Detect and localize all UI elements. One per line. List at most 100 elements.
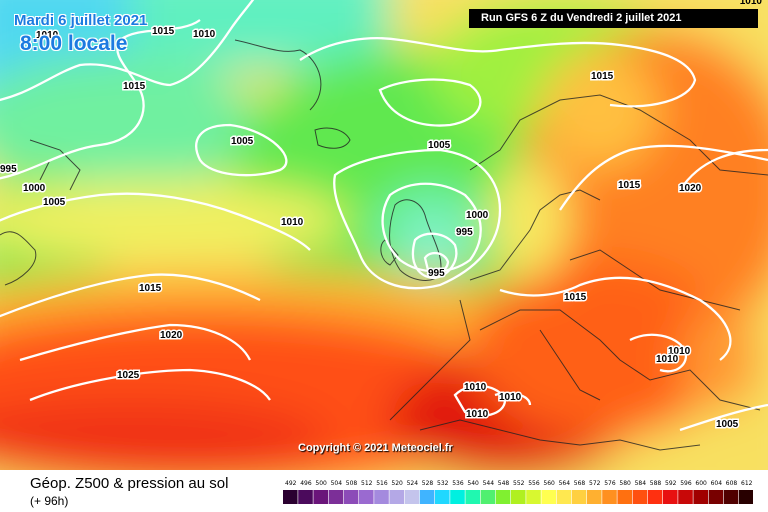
isobar-label: 1010: [499, 392, 522, 403]
scale-tick-label: 492: [285, 480, 297, 487]
scale-swatch: [359, 490, 374, 504]
scale-tick-label: 516: [376, 480, 388, 487]
scale-swatch: [708, 490, 724, 504]
scale-swatch: [678, 490, 693, 504]
scale-tick-label: 496: [300, 480, 312, 487]
scale-tick-label: 580: [619, 480, 631, 487]
scale-tick-label: 600: [695, 480, 707, 487]
scale-tick-label: 540: [467, 480, 479, 487]
isobar-label: 1015: [152, 26, 175, 37]
isobar-label: 1020: [160, 330, 183, 341]
isobar-label: 1010: [281, 217, 304, 228]
scale-tick-label: 532: [437, 480, 449, 487]
scale-tick-label: 504: [331, 480, 343, 487]
isobar-label: 1005: [231, 136, 254, 147]
isobars: [0, 0, 768, 430]
scale-tick-label: 588: [650, 480, 662, 487]
lead-time: (+ 96h): [30, 494, 69, 508]
scale-swatch: [465, 490, 480, 504]
scale-swatch: [556, 490, 572, 504]
scale-swatch: [541, 490, 556, 504]
isobar-label: 1010: [668, 346, 691, 357]
scale-swatch: [739, 490, 753, 504]
isobar-label: 1015: [591, 71, 614, 82]
scale-swatch: [723, 490, 739, 504]
isobar-label: 1010: [36, 30, 59, 41]
scale-swatch: [663, 490, 678, 504]
isobar-label: 1005: [716, 419, 739, 430]
scale-tick-label: 520: [391, 480, 403, 487]
corner-isobar-label: 1010: [739, 0, 762, 7]
scale-swatch: [343, 490, 359, 504]
scale-tick-label: 612: [741, 480, 753, 487]
scale-swatch: [602, 490, 617, 504]
isobar-label: 995: [456, 227, 473, 238]
isobar-label: 1010: [193, 29, 216, 40]
scale-swatch: [693, 490, 708, 504]
scale-swatch: [374, 490, 389, 504]
scale-tick-label: 556: [528, 480, 540, 487]
scale-swatch: [419, 490, 435, 504]
isobar-label: 1020: [679, 183, 702, 194]
scale-tick-label: 576: [604, 480, 616, 487]
isobar-label: 1015: [123, 81, 146, 92]
scale-tick-label: 544: [483, 480, 495, 487]
copyright: Copyright © 2021 Meteociel.fr: [298, 442, 453, 454]
weather-map: 1010 1015 1010 1015 995 1000 1005 1005 1…: [0, 0, 768, 470]
isobar-label: 1005: [43, 197, 66, 208]
scale-swatch: [298, 490, 313, 504]
scale-swatch: [632, 490, 648, 504]
isobar-label: 1005: [428, 140, 451, 151]
scale-swatch: [328, 490, 344, 504]
scale-swatch: [617, 490, 632, 504]
z500-pressure-map: 1010 1015 1010 1015 995 1000 1005 1005 1…: [0, 0, 768, 470]
scale-swatch: [450, 490, 465, 504]
scale-tick-label: 568: [574, 480, 586, 487]
scale-swatch: [526, 490, 541, 504]
scale-swatch: [389, 490, 404, 504]
scale-tick-label: 548: [498, 480, 510, 487]
legend-title: Géop. Z500 & pression au sol: [30, 475, 229, 492]
scale-swatch: [435, 490, 450, 504]
valid-date: Mardi 6 juillet 2021: [14, 12, 148, 29]
scale-tick-label: 604: [711, 480, 723, 487]
legend-footer: Géop. Z500 & pression au sol (+ 96h) 492…: [0, 470, 768, 512]
scale-tick-label: 596: [680, 480, 692, 487]
isobar-label: 1010: [656, 354, 679, 365]
geopotential-shading: [0, 0, 768, 470]
scale-swatch: [313, 490, 328, 504]
scale-swatch: [495, 490, 511, 504]
scale-swatch: [571, 490, 587, 504]
run-info: Run GFS 6 Z du Vendredi 2 juillet 2021: [469, 9, 758, 28]
scale-tick-label: 608: [726, 480, 738, 487]
isobar-label: 1010: [464, 382, 487, 393]
isobar-label: 1025: [117, 370, 140, 381]
scale-tick-label: 552: [513, 480, 525, 487]
isobar-labels: 1010 1015 1010 1015 995 1000 1005 1005 1…: [0, 25, 740, 432]
scale-swatch: [511, 490, 526, 504]
isobar-label: 1000: [23, 183, 46, 194]
color-scale: 492 496 500 504 508 512 516 520 524 528 532 536 540 5…: [283, 480, 753, 504]
scale-tick-label: 592: [665, 480, 677, 487]
isobar-label: 995: [0, 164, 17, 175]
scale-tick-label: 560: [543, 480, 555, 487]
scale-tick-label: 536: [452, 480, 464, 487]
isobar-label: 1015: [564, 292, 587, 303]
isobar-label: 1000: [466, 210, 489, 221]
isobar-label: 1010: [466, 409, 489, 420]
scale-tick-label: 524: [407, 480, 419, 487]
scale-swatch: [587, 490, 602, 504]
scale-tick-label: 508: [346, 480, 358, 487]
isobar-label: 995: [428, 268, 445, 279]
scale-tick-label: 528: [422, 480, 434, 487]
scale-tick-label: 500: [315, 480, 327, 487]
scale-swatch: [480, 490, 496, 504]
scale-tick-label: 572: [589, 480, 601, 487]
local-time: 8:00 locale: [20, 32, 128, 55]
scale-tick-label: 564: [559, 480, 571, 487]
isobar-label: 1015: [618, 180, 641, 191]
scale-swatch: [404, 490, 420, 504]
scale-tick-label: 512: [361, 480, 373, 487]
scale-tick-label: 584: [635, 480, 647, 487]
scale-swatch: [283, 490, 298, 504]
